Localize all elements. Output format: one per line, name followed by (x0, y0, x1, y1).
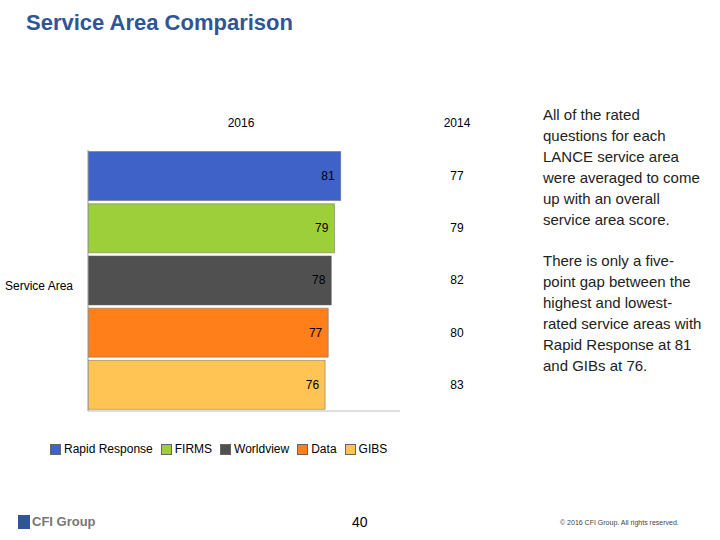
html-text:40: 40 (352, 514, 368, 530)
html-text:There is only a five-point gap: There is only a five-point gap between t… (543, 252, 702, 374)
html-text:Service Area: Service Area (5, 279, 73, 293)
html-text:2014: 2014 (443, 116, 471, 130)
html-text:GIBS: GIBS (358, 442, 388, 456)
html-text:CFI Group: CFI Group (32, 514, 96, 529)
svg-text:81: 81 (321, 169, 335, 183)
svg-text:79: 79 (450, 221, 464, 235)
svg-text:77: 77 (450, 169, 464, 183)
html-text:Rapid Response: Rapid Response (64, 442, 153, 456)
svg-text:79: 79 (315, 221, 329, 235)
html-text:Worldview: Worldview (234, 442, 290, 456)
html-text:2016: 2016 (227, 116, 255, 130)
svg-text:76: 76 (306, 378, 320, 392)
svg-text:80: 80 (450, 326, 464, 340)
html-text:© 2016 CFI Group. All rights r: © 2016 CFI Group. All rights reserved. (560, 519, 679, 526)
html-text:Service Area Comparison: Service Area Comparison (26, 10, 293, 35)
html-text:All of the rated questions for: All of the rated questions for each LANC… (543, 106, 700, 228)
svg-text:82: 82 (450, 273, 464, 287)
svg-text:83: 83 (450, 378, 464, 392)
svg-text:77: 77 (309, 326, 323, 340)
html-text:FIRMS: FIRMS (174, 442, 213, 456)
svg-text:78: 78 (312, 273, 326, 287)
html-text:Data: Data (311, 442, 337, 456)
